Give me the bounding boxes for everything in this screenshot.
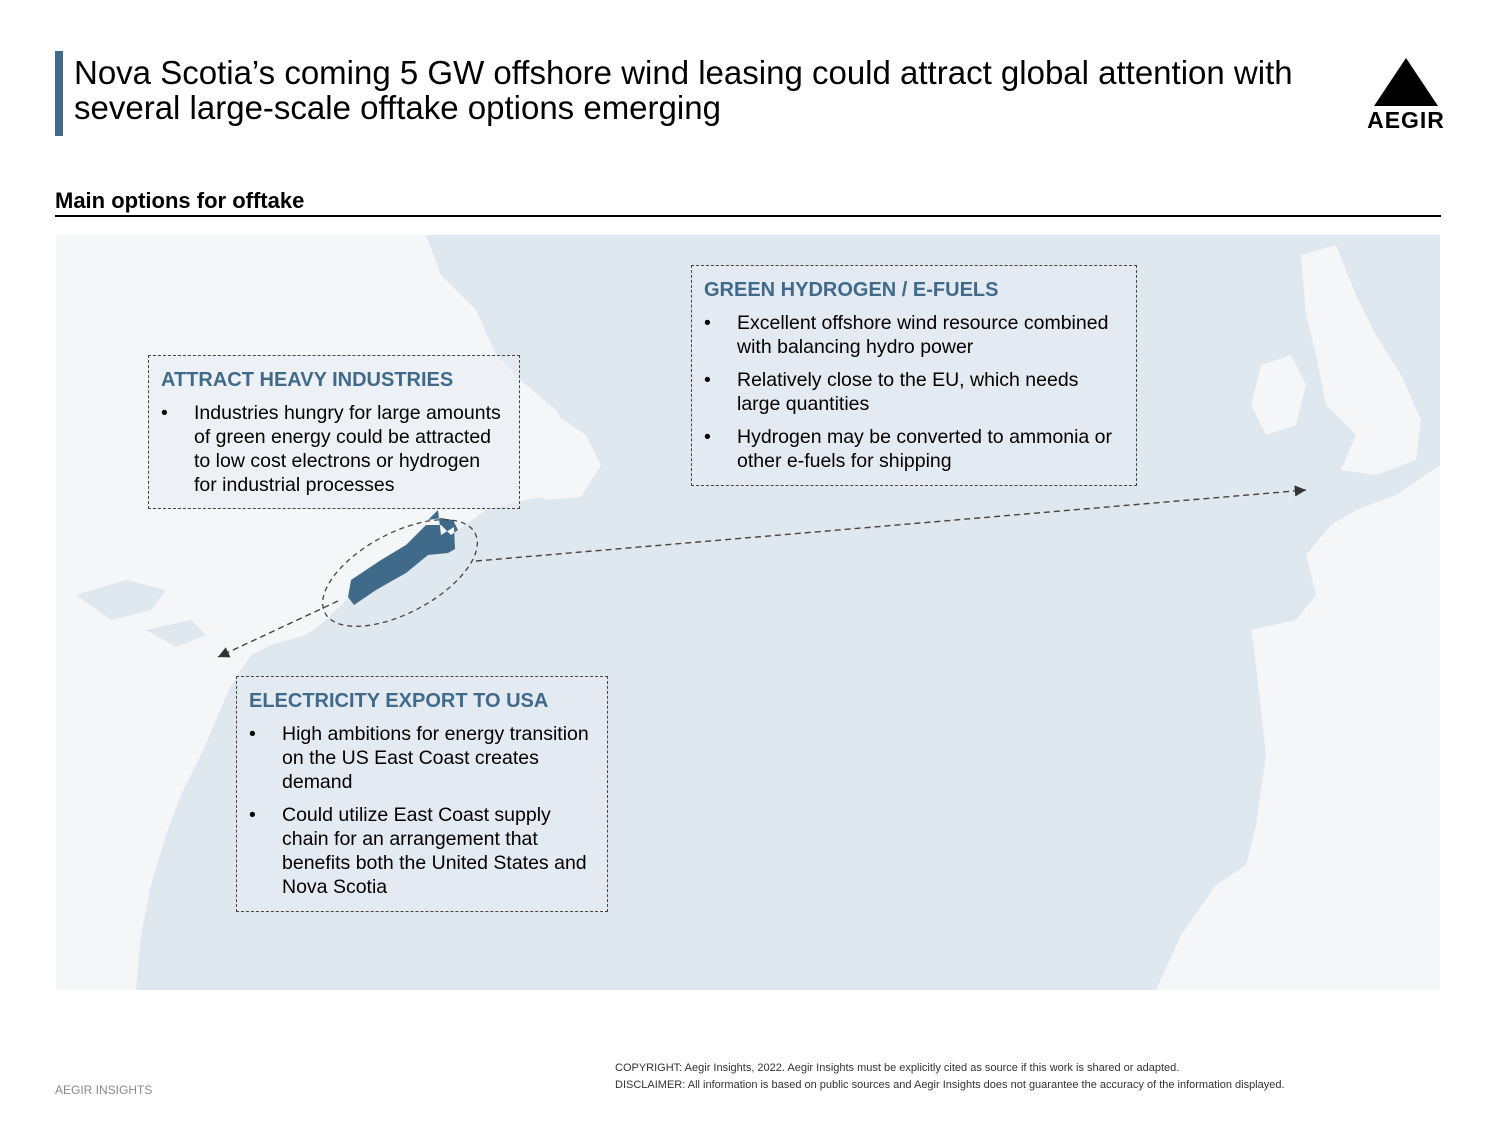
- bullet-list: • Industries hungry for large amounts of …: [161, 401, 507, 497]
- bullet-icon: •: [249, 804, 256, 826]
- arrow-to-europe: [475, 485, 1307, 562]
- section-divider: [55, 215, 1441, 217]
- logo-text: AEGIR: [1367, 107, 1445, 133]
- list-item: • Could utilize East Coast supply chain f…: [249, 803, 595, 899]
- box-heading: ATTRACT HEAVY INDUSTRIES: [161, 369, 454, 391]
- title-accent-bar: [55, 51, 63, 136]
- attract-heavy-industries-box: ATTRACT HEAVY INDUSTRIES • Industries hun…: [148, 355, 520, 509]
- nova-scotia-highlight-ring: [321, 519, 479, 627]
- bullet-text: Relatively close to the EU, which needs …: [737, 369, 1079, 415]
- footer-brand: AEGIR INSIGHTS: [55, 1083, 153, 1097]
- page-title: Nova Scotia’s coming 5 GW offshore wind …: [74, 54, 1293, 126]
- newfoundland-land: [511, 415, 601, 500]
- green-hydrogen-box: GREEN HYDROGEN / E-FUELS • Excellent offs…: [691, 265, 1137, 486]
- bullet-icon: •: [704, 369, 711, 391]
- logo-triangle-icon: [1374, 58, 1438, 106]
- arrow-to-usa: [217, 600, 339, 658]
- electricity-export-box: ELECTRICITY EXPORT TO USA • High ambition…: [236, 676, 608, 912]
- bullet-list: • Excellent offshore wind resource combin…: [704, 311, 1124, 473]
- bullet-text: Hydrogen may be converted to ammonia or …: [737, 426, 1113, 472]
- bullet-text: Could utilize East Coast supply chain fo…: [282, 804, 587, 898]
- great-britain-land: [1301, 245, 1421, 475]
- europe-land: [1156, 465, 1440, 990]
- bullet-icon: •: [249, 723, 256, 745]
- list-item: • Relatively close to the EU, which needs…: [704, 368, 1124, 416]
- great-lakes: [76, 580, 206, 647]
- bullet-icon: •: [704, 312, 711, 334]
- ireland-land: [1251, 355, 1306, 435]
- bullet-text: Excellent offshore wind resource combine…: [737, 312, 1109, 358]
- box-heading: ELECTRICITY EXPORT TO USA: [249, 690, 549, 712]
- bullet-list: • High ambitions for energy transition on…: [249, 722, 595, 899]
- list-item: • Excellent offshore wind resource combin…: [704, 311, 1124, 359]
- bullet-text: High ambitions for energy transition on …: [282, 723, 589, 793]
- section-header: Main options for offtake: [55, 188, 305, 213]
- bullet-icon: •: [161, 402, 168, 424]
- nova-scotia-land: [348, 510, 458, 605]
- box-heading: GREEN HYDROGEN / E-FUELS: [704, 279, 999, 301]
- list-item: • Hydrogen may be converted to ammonia or…: [704, 425, 1124, 473]
- list-item: • High ambitions for energy transition on…: [249, 722, 595, 794]
- disclaimer-text: DISCLAIMER: All information is based on …: [615, 1079, 1285, 1091]
- bullet-icon: •: [704, 426, 711, 448]
- copyright-text: COPYRIGHT: Aegir Insights, 2022. Aegir I…: [615, 1062, 1180, 1074]
- footer-legal: COPYRIGHT: Aegir Insights, 2022. Aegir I…: [615, 1060, 1285, 1094]
- bullet-text: Industries hungry for large amounts of g…: [194, 402, 501, 496]
- aegir-logo: AEGIR: [1362, 57, 1450, 135]
- northern-land: [56, 235, 196, 325]
- list-item: • Industries hungry for large amounts of …: [161, 401, 507, 497]
